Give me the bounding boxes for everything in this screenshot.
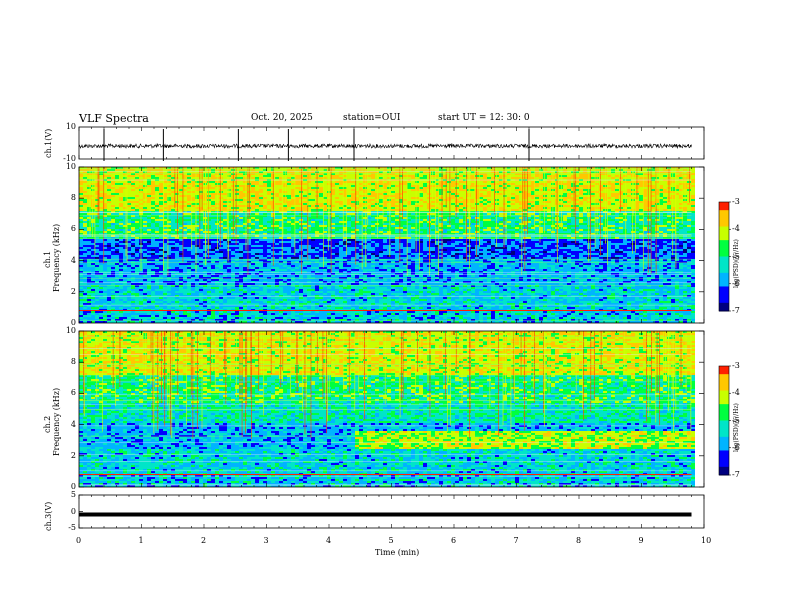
x-tick-label: 0 <box>76 536 81 545</box>
colorbar-tick-label: -5 <box>732 252 740 261</box>
colorbar-tick-label: -7 <box>732 306 740 315</box>
panel-frame <box>79 495 704 528</box>
header-start-time: start UT = 12: 30: 0 <box>438 113 530 123</box>
y-tick-label: 8 <box>71 357 76 366</box>
colorbar-tick-label: -6 <box>732 443 740 452</box>
x-tick-label: 10 <box>701 536 711 545</box>
ch1-waveform-trace <box>79 144 692 148</box>
colorbar-tick-label: -7 <box>732 470 740 479</box>
y-tick-label: 2 <box>71 287 76 296</box>
x-tick-label: 4 <box>326 536 331 545</box>
x-tick-label: 6 <box>451 536 456 545</box>
colorbar-tick-label: -4 <box>732 224 740 233</box>
colorbar-ch2-spectrogram <box>719 366 729 476</box>
ch2-spectrogram-ylabel-frequency: Frequency (kHz) <box>52 388 61 456</box>
y-tick-label: 6 <box>71 224 76 233</box>
spectrogram-ch1-spectrogram <box>79 167 695 323</box>
y-tick-label: 8 <box>71 193 76 202</box>
colorbar-tick-label: -4 <box>732 388 740 397</box>
colorbar-tick-label: -3 <box>732 361 740 370</box>
x-tick-label: 5 <box>389 536 394 545</box>
ch3-waveform-trace <box>79 513 692 517</box>
x-tick-label: 3 <box>264 536 269 545</box>
colorbar-tick-label: -3 <box>732 197 740 206</box>
ch1-spectrogram-ylabel-frequency: Frequency (kHz) <box>52 224 61 292</box>
header-station: station=OUI <box>343 113 400 123</box>
ch3-waveform-ylabel: ch.3(V) <box>44 502 53 531</box>
y-tick-label: -5 <box>68 523 76 532</box>
panel-frame <box>79 127 704 159</box>
x-tick-label: 8 <box>576 536 581 545</box>
y-tick-label: 6 <box>71 388 76 397</box>
colorbar-tick-label: -5 <box>732 416 740 425</box>
y-tick-label: 0 <box>71 507 76 516</box>
x-tick-label: 9 <box>639 536 644 545</box>
y-tick-label: 4 <box>71 420 76 429</box>
colorbar-tick-label: -6 <box>732 279 740 288</box>
x-axis-label: Time (min) <box>375 548 419 557</box>
y-tick-label: 10 <box>66 122 76 131</box>
ch2-spectrogram-ylabel-channel: ch.2 <box>43 416 52 433</box>
x-tick-label: 2 <box>201 536 206 545</box>
ch1-waveform-ylabel: ch.1(V) <box>44 129 53 158</box>
y-tick-label: 10 <box>66 162 76 171</box>
y-tick-label: 4 <box>71 256 76 265</box>
ch1-spectrogram-ylabel-channel: ch.1 <box>43 251 52 268</box>
y-tick-label: 2 <box>71 451 76 460</box>
x-tick-label: 7 <box>514 536 519 545</box>
figure-title: VLF Spectra <box>79 112 149 125</box>
header-date: Oct. 20, 2025 <box>251 113 313 123</box>
colorbar-ch1-spectrogram <box>719 202 729 312</box>
x-tick-label: 1 <box>139 536 144 545</box>
y-tick-label: 10 <box>66 326 76 335</box>
y-tick-label: 5 <box>71 490 76 499</box>
